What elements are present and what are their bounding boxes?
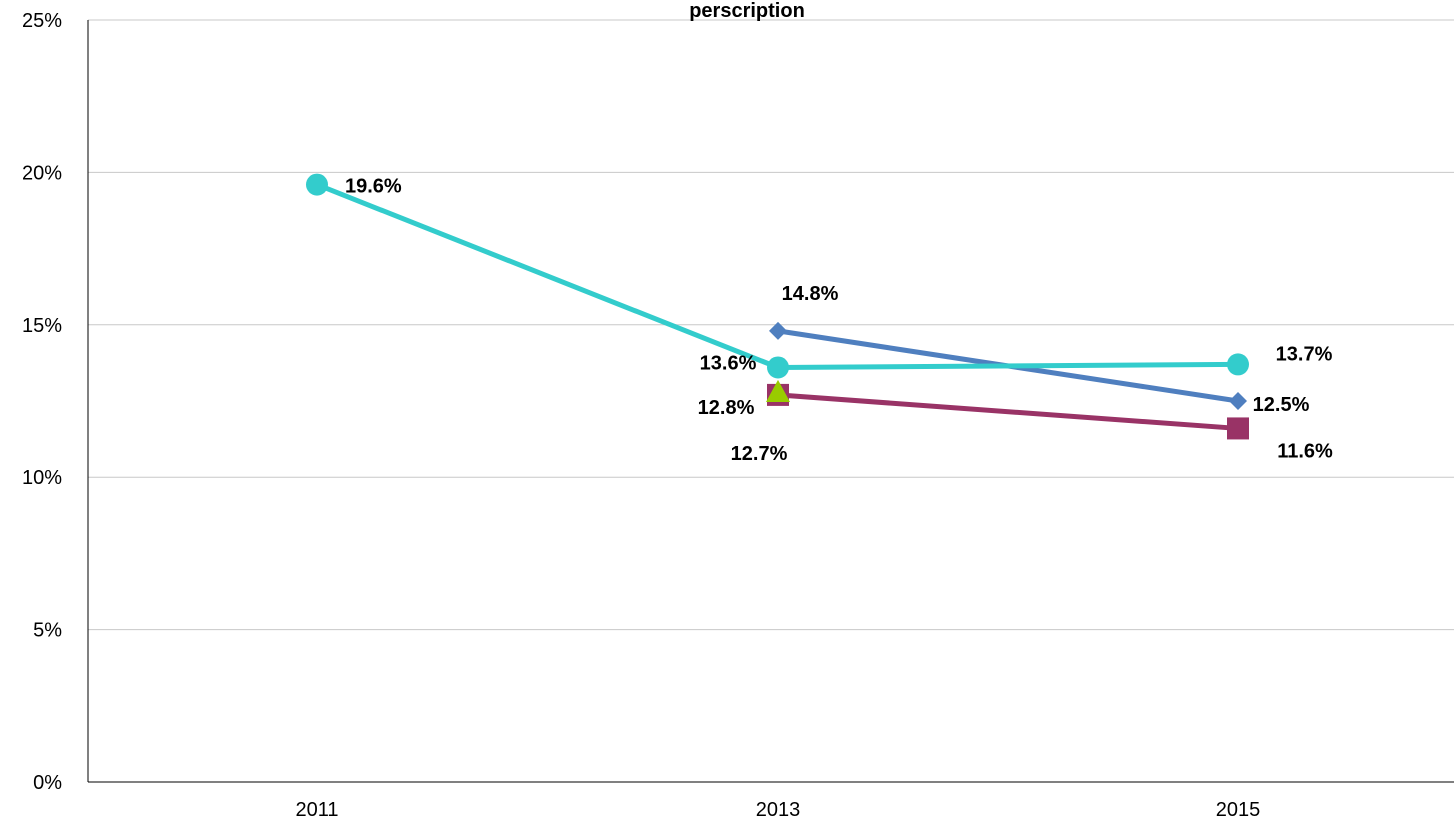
y-tick-label: 5%	[33, 620, 62, 642]
square-marker	[1227, 417, 1249, 440]
data-label: 12.5%	[1253, 394, 1310, 416]
gridlines	[88, 19, 1454, 631]
data-label: 12.8%	[698, 397, 755, 419]
y-tick-label: 10%	[22, 467, 62, 489]
diamond-marker	[769, 321, 787, 340]
data-label: 13.6%	[700, 352, 757, 374]
data-label: 11.6%	[1277, 440, 1333, 462]
y-tick-label: 20%	[22, 162, 62, 184]
circle-marker	[1227, 353, 1249, 376]
x-tick-label: 2011	[295, 799, 338, 821]
axes: 0% 5% 10% 15% 20% 25% 2011 2013 2015	[22, 10, 1454, 821]
x-tick-label: 2015	[1216, 799, 1261, 821]
triangle-marker	[766, 379, 790, 403]
data-labels: 14.8% 12.5% 12.7% 11.6% 12.8% 19.6% 13.6% 13.7%	[345, 176, 1333, 465]
series-markers	[306, 173, 1249, 440]
diamond-marker	[1229, 392, 1247, 410]
circle-marker	[767, 356, 789, 379]
y-tick-label: 25%	[22, 10, 62, 32]
data-label: 19.6%	[345, 176, 402, 198]
y-tick-label: 15%	[22, 315, 62, 337]
y-tick-label: 0%	[33, 772, 62, 794]
chart-title: perscription	[689, 0, 805, 22]
data-label: 12.7%	[731, 443, 788, 465]
data-label: 14.8%	[782, 283, 839, 305]
series-line-square	[775, 392, 1241, 431]
x-tick-label: 2013	[756, 799, 801, 821]
circle-marker	[306, 173, 328, 196]
data-label: 13.7%	[1276, 343, 1333, 365]
